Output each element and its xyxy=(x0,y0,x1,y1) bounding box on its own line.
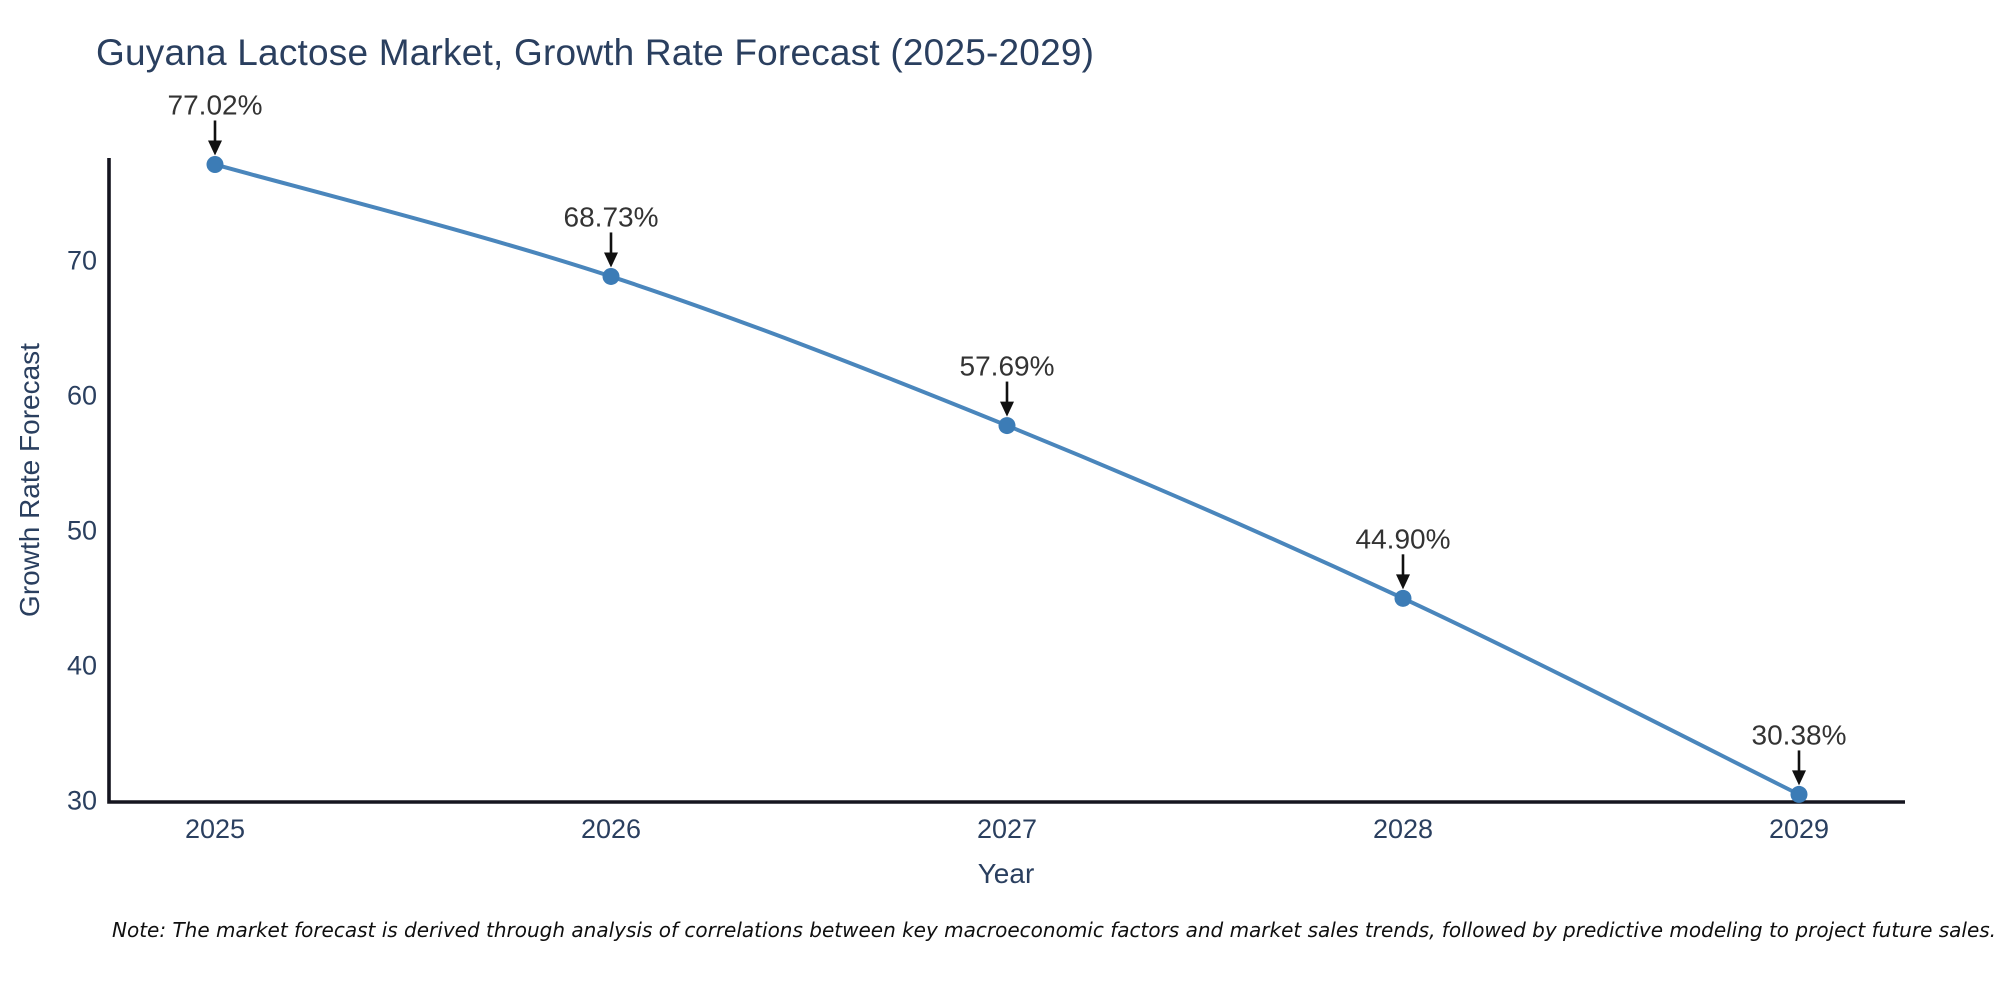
x-tick-label: 2025 xyxy=(185,814,245,844)
data-point-marker[interactable] xyxy=(1790,785,1808,803)
x-tick-label: 2026 xyxy=(581,814,641,844)
x-axis-title: Year xyxy=(977,858,1035,889)
y-axis-title: Growth Rate Forecast xyxy=(14,343,45,617)
forecast-line xyxy=(213,162,1801,797)
y-tick-label: 60 xyxy=(67,380,97,410)
x-tick-label: 2027 xyxy=(977,814,1037,844)
data-point-marker[interactable] xyxy=(998,417,1016,435)
annotation-arrowhead xyxy=(604,252,618,268)
x-tick-label: 2029 xyxy=(1769,814,1829,844)
annotation-arrowhead xyxy=(1000,401,1014,417)
data-point-marker[interactable] xyxy=(206,155,224,173)
data-point-value-label: 30.38% xyxy=(1752,719,1847,750)
annotation-arrowhead xyxy=(1396,574,1410,590)
data-point-value-label: 68.73% xyxy=(564,201,659,232)
footnote: Note: The market forecast is derived thr… xyxy=(112,918,1997,942)
data-point-marker[interactable] xyxy=(1394,589,1412,607)
chart-title: Guyana Lactose Market, Growth Rate Forec… xyxy=(96,32,1095,73)
y-tick-label: 40 xyxy=(67,651,97,681)
data-point-value-label: 77.02% xyxy=(168,89,263,120)
data-point-value-label: 57.69% xyxy=(960,351,1055,382)
data-point-marker[interactable] xyxy=(602,267,620,285)
y-tick-label: 70 xyxy=(67,245,97,275)
axis-spines xyxy=(107,158,1905,804)
annotation-arrowhead xyxy=(1792,770,1806,786)
y-tick-label: 30 xyxy=(67,786,97,816)
y-tick-label: 50 xyxy=(67,515,97,545)
x-tick-label: 2028 xyxy=(1373,814,1433,844)
data-point-value-label: 44.90% xyxy=(1356,523,1451,554)
annotation-arrowhead xyxy=(208,140,222,156)
